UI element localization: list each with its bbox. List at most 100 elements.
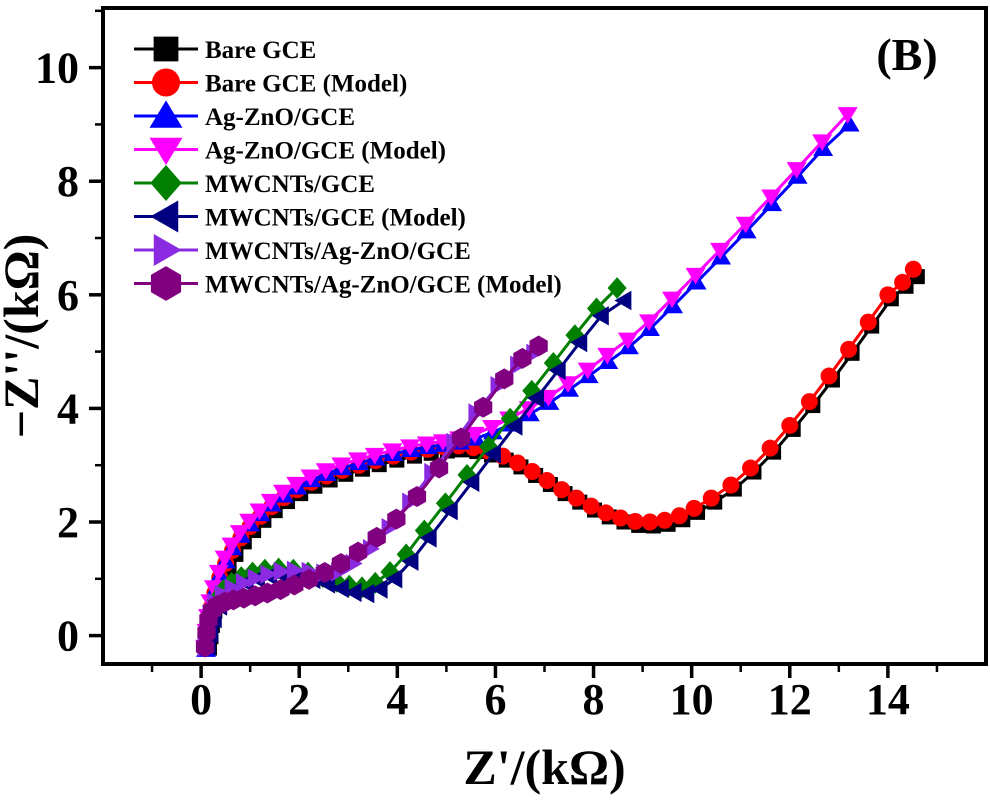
- circle-marker: [879, 286, 897, 304]
- hexagon-marker: [367, 526, 386, 548]
- x-tick-label: 14: [866, 675, 910, 724]
- triangle-left-marker: [344, 582, 362, 603]
- legend-circle-marker: [151, 68, 181, 97]
- triangle-down-marker: [249, 503, 270, 521]
- circle-marker: [567, 489, 585, 507]
- hexagon-marker: [348, 541, 368, 563]
- triangle-down-marker: [229, 525, 250, 542]
- triangle-left-marker: [370, 579, 388, 599]
- triangle-left-marker: [527, 388, 545, 408]
- legend-item-mwcnts-ag-zno-gce-model: MWCNTs/Ag-ZnO/GCE (Model): [134, 266, 562, 301]
- triangle-left-marker: [401, 551, 419, 571]
- circle-marker: [597, 504, 615, 522]
- legend-label: MWCNTs/Ag-ZnO/GCE: [205, 238, 471, 265]
- circle-marker: [538, 472, 556, 490]
- circle-marker: [641, 513, 659, 531]
- circle-marker: [582, 497, 600, 515]
- diamond-marker: [565, 324, 585, 347]
- x-tick-label: 0: [190, 675, 212, 724]
- triangle-right-marker: [273, 561, 291, 582]
- hexagon-marker: [315, 562, 334, 584]
- triangle-left-marker: [462, 472, 480, 492]
- x-tick-label: 6: [484, 675, 506, 724]
- y-tick-label: 2: [57, 498, 79, 547]
- legend-triangle-left-marker: [150, 200, 179, 233]
- x-tick-label: 10: [670, 675, 714, 724]
- circle-marker: [820, 367, 838, 385]
- circle-marker: [612, 509, 630, 527]
- triangle-left-marker: [419, 528, 437, 548]
- circle-marker: [702, 489, 720, 507]
- series-layer: [195, 107, 925, 658]
- circle-marker: [626, 512, 644, 530]
- diamond-marker: [522, 379, 542, 402]
- y-tick-label: 10: [35, 44, 79, 93]
- hexagon-marker: [299, 568, 319, 590]
- legend-item-bare-gce-model: Bare GCE (Model): [134, 68, 407, 98]
- legend-label: MWCNTs/Ag-ZnO/GCE (Model): [205, 272, 562, 299]
- hexagon-marker: [271, 579, 290, 601]
- legend-label: Ag-ZnO/GCE (Model): [205, 138, 446, 165]
- hexagon-marker: [195, 636, 215, 658]
- hexagon-marker: [513, 347, 532, 369]
- triangle-down-marker: [214, 550, 235, 568]
- triangle-right-marker: [260, 564, 278, 584]
- triangle-left-marker: [591, 306, 609, 326]
- hexagon-marker: [495, 368, 514, 390]
- diamond-marker: [396, 543, 416, 566]
- triangle-left-marker: [440, 500, 458, 521]
- triangle-down-marker: [558, 376, 579, 393]
- triangle-down-marker: [639, 314, 659, 332]
- triangle-down-marker: [273, 484, 294, 502]
- legend-diamond-marker: [150, 164, 182, 202]
- diamond-marker: [380, 561, 400, 583]
- circle-marker: [509, 454, 527, 472]
- legend-label: Ag-ZnO/GCE: [205, 104, 355, 131]
- x-tick-label: 8: [583, 675, 605, 724]
- triangle-down-marker: [416, 436, 437, 454]
- circle-marker: [840, 340, 858, 358]
- triangle-down-marker: [239, 513, 260, 531]
- triangle-down-marker: [331, 457, 352, 475]
- triangle-down-marker: [710, 242, 731, 260]
- legend-label: Bare GCE: [205, 37, 316, 64]
- legend-item-mwcnts-gce-model: MWCNTs/GCE (Model): [134, 200, 466, 233]
- triangle-down-marker: [260, 493, 281, 511]
- legend-item-ag-zno-gce: Ag-ZnO/GCE: [134, 100, 355, 131]
- circle-marker: [742, 459, 760, 477]
- diamond-marker: [457, 463, 477, 486]
- legend-square-marker: [153, 36, 179, 62]
- circle-marker: [761, 439, 779, 457]
- y-tick-label: 0: [57, 612, 79, 661]
- diamond-marker: [500, 407, 520, 430]
- triangle-down-marker: [597, 347, 618, 365]
- circle-marker: [894, 273, 912, 291]
- legend-item-mwcnts-ag-zno-gce: MWCNTs/Ag-ZnO/GCE: [134, 234, 471, 266]
- circle-marker: [685, 499, 703, 517]
- triangle-left-marker: [548, 360, 566, 381]
- y-tick-label: 8: [57, 157, 79, 206]
- hexagon-marker: [474, 396, 493, 418]
- hexagon-marker: [331, 552, 351, 574]
- circle-marker: [904, 260, 922, 278]
- triangle-left-marker: [614, 290, 632, 311]
- circle-marker: [781, 416, 799, 434]
- legend-triangle-down-marker: [149, 137, 183, 166]
- triangle-down-marker: [464, 426, 485, 444]
- circle-marker: [800, 393, 818, 411]
- triangle-down-marker: [577, 362, 598, 380]
- y-axis-label: −Z''/(kΩ): [0, 234, 49, 439]
- triangle-down-marker: [348, 452, 369, 470]
- axes-layer: 0 2 4 6 8 10 12 14 0 2 4 6 8 10 Z'/(kΩ) −Z''/(kΩ) (B): [0, 6, 988, 795]
- circle-marker: [553, 481, 571, 499]
- triangle-down-marker: [482, 420, 502, 437]
- diamond-marker: [607, 277, 627, 299]
- triangle-right-marker: [286, 560, 304, 580]
- legend-item-mwcnts-gce: MWCNTs/GCE: [134, 164, 375, 202]
- x-axis-label: Z'/(kΩ): [463, 739, 625, 795]
- triangle-down-marker: [617, 332, 638, 350]
- hexagon-marker: [407, 485, 427, 507]
- legend-triangle-right-marker: [153, 234, 182, 266]
